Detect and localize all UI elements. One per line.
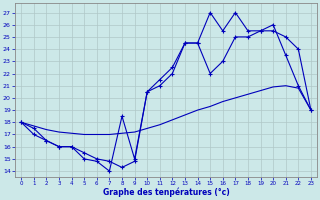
X-axis label: Graphe des tenpératures (°c): Graphe des tenpératures (°c) bbox=[103, 188, 229, 197]
